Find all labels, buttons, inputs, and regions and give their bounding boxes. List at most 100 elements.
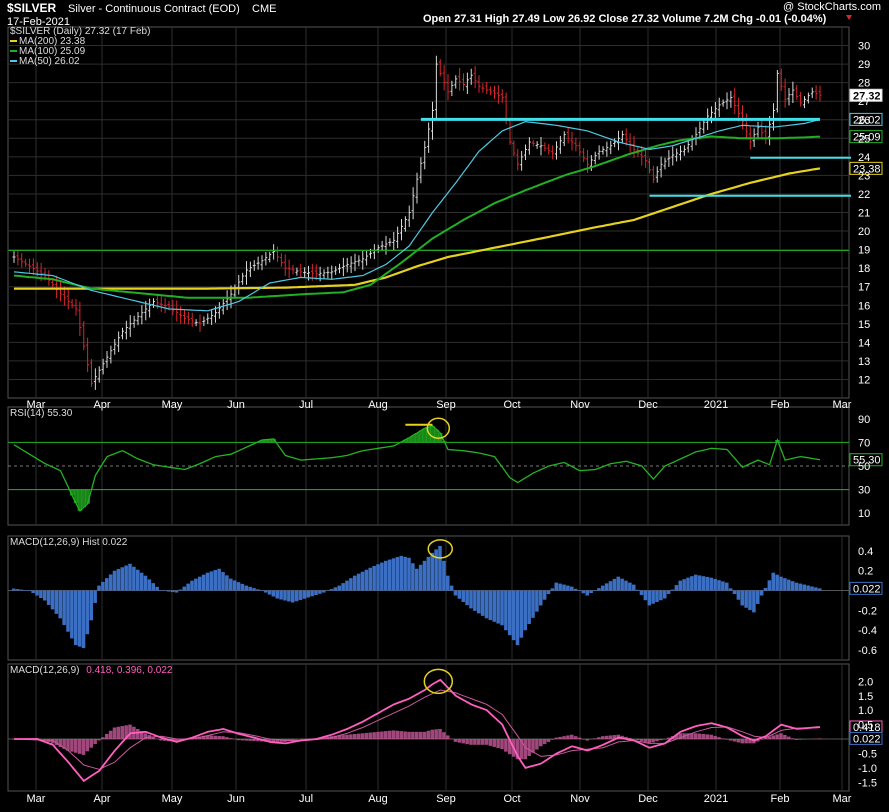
macd-hist-bar xyxy=(539,739,543,746)
macd-hist-bar xyxy=(423,732,427,739)
hist-bar xyxy=(62,591,66,625)
hist-bar xyxy=(151,583,155,590)
hist-bar xyxy=(492,591,496,622)
hist-bar xyxy=(279,591,283,600)
macd-hist-bar xyxy=(430,730,434,739)
macd-hist-bar xyxy=(384,731,388,739)
macd-hist-bar xyxy=(353,734,357,739)
y-tick-label: 14 xyxy=(858,337,870,349)
hist-bar xyxy=(396,557,400,590)
hist-bar xyxy=(605,583,609,590)
macd-hist-bar xyxy=(721,738,725,739)
hist-bar xyxy=(306,591,310,598)
hist-bar xyxy=(365,570,369,591)
hist-bar xyxy=(31,591,35,593)
hist-bar xyxy=(814,587,818,590)
y-tick-label: 26 xyxy=(858,115,870,127)
hist-bar xyxy=(388,560,392,591)
macd-hist-bar xyxy=(388,731,392,739)
macd-hist-bar xyxy=(295,739,299,740)
hist-bar xyxy=(729,588,733,590)
macd-hist-bar xyxy=(396,731,400,739)
hist-bar xyxy=(244,586,248,591)
macd-hist-bar xyxy=(136,729,140,739)
hist-tick-label: 0.4 xyxy=(858,546,873,558)
hist-bar xyxy=(35,591,39,596)
macd-hist-bar xyxy=(380,731,384,739)
hist-bar xyxy=(202,575,206,591)
hist-bar xyxy=(535,591,539,612)
rsi-tick-label: 50 xyxy=(858,461,870,473)
macd-hist-bar xyxy=(105,734,109,739)
macd-hist-bar xyxy=(799,739,803,740)
hist-bar xyxy=(589,591,593,593)
hist-bar xyxy=(694,575,698,591)
macd-tick-label: 1.0 xyxy=(858,705,873,717)
macd-hist-bar xyxy=(97,739,101,740)
y-tick-label: 28 xyxy=(858,78,870,90)
y-tick-label: 19 xyxy=(858,245,870,257)
macd-hist-bar xyxy=(481,739,485,745)
hist-bar xyxy=(182,587,186,591)
hist-bar xyxy=(818,588,822,590)
hist-bar xyxy=(372,566,376,591)
macd-hist-bar xyxy=(89,739,93,748)
macd-hist-bar xyxy=(299,739,303,740)
y-tick-label: 22 xyxy=(858,189,870,201)
hist-bar xyxy=(190,581,194,591)
macd-tick-label: -1.5 xyxy=(858,777,877,789)
instrument-name: Silver - Continuous Contract (EOD) xyxy=(68,3,240,15)
macd-hist-bar xyxy=(458,739,462,743)
macd-hist-bar xyxy=(341,735,345,739)
macd-hist-bar xyxy=(427,731,431,739)
hist-bar xyxy=(392,558,396,590)
rsi-tick-label: 70 xyxy=(858,437,870,449)
hist-bar xyxy=(186,584,190,591)
macd-hist-bar xyxy=(368,733,372,739)
macd-hist-bar xyxy=(551,739,555,740)
hist-bar xyxy=(562,585,566,591)
hist-bar xyxy=(105,578,109,590)
macd-hist-bar xyxy=(744,739,748,743)
hist-bar xyxy=(229,579,233,591)
macd-hist-bar xyxy=(578,738,582,739)
hist-bar xyxy=(74,591,78,646)
macd-hist-bar xyxy=(244,739,248,741)
hist-bar xyxy=(299,591,303,600)
legend-rsi: RSI(14) 55.30 xyxy=(10,408,73,419)
macd-hist-bar xyxy=(86,739,90,751)
hist-bar xyxy=(97,586,101,591)
hist-bar xyxy=(787,580,791,591)
hist-bar xyxy=(496,591,500,624)
y-tick-label: 18 xyxy=(858,263,870,275)
hist-bar xyxy=(706,577,710,591)
macd-hist-bar xyxy=(229,738,233,739)
macd-hist-bar xyxy=(609,735,613,739)
hist-bar xyxy=(659,591,663,601)
hist-bar xyxy=(500,591,504,626)
hist-bar xyxy=(678,581,682,591)
hist-bar xyxy=(675,585,679,590)
hist-bar xyxy=(647,591,651,606)
hist-bar xyxy=(508,591,512,636)
macd-hist-bar xyxy=(70,739,74,752)
hist-bar xyxy=(140,573,144,591)
hist-bar xyxy=(760,591,764,596)
hist-bar xyxy=(27,591,31,592)
macd-hist-bar xyxy=(415,732,419,739)
hist-bar xyxy=(775,575,779,591)
macd-hist-bar xyxy=(485,739,489,745)
macd-hist-bar xyxy=(120,726,124,739)
hist-bar xyxy=(713,579,717,591)
hist-bar xyxy=(101,582,105,591)
macd-hist-bar xyxy=(771,735,775,739)
x-tick-label: 2021 xyxy=(704,793,728,805)
x-tick-label: Aug xyxy=(368,793,388,805)
y-tick-label: 21 xyxy=(858,208,870,220)
x-tick-label: Mar xyxy=(833,793,852,805)
macd-hist-bar xyxy=(737,739,741,742)
hist-bar xyxy=(698,575,702,590)
hist-bar xyxy=(310,591,314,597)
hist-bar xyxy=(136,570,140,591)
x-tick-label: Nov xyxy=(570,793,590,805)
